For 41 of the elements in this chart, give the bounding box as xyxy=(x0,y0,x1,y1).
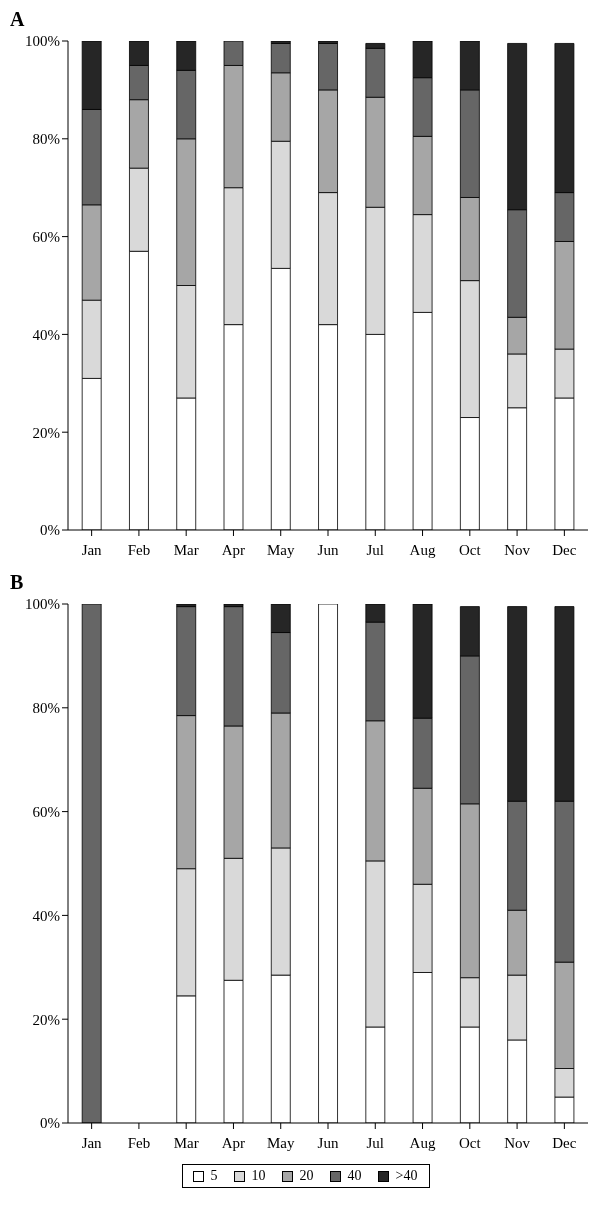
chart-title: A xyxy=(10,8,26,31)
x-tick-label: Dec xyxy=(552,1134,577,1151)
y-tick-label: 0% xyxy=(40,522,60,539)
x-tick-label: Apr xyxy=(221,1134,246,1151)
x-tick-label: May xyxy=(266,1134,295,1151)
legend-label: >40 xyxy=(394,1168,419,1184)
x-tick-label: Aug xyxy=(409,541,436,558)
legend-label: 5 xyxy=(209,1168,219,1184)
x-tick-label: Apr xyxy=(221,541,246,558)
x-tick-label: May xyxy=(266,541,295,558)
x-tick-label: Jun xyxy=(317,541,339,558)
x-tick-label: Jun xyxy=(317,1134,339,1151)
x-tick-label: Jul xyxy=(366,541,385,558)
x-tick-label: Dec xyxy=(552,541,577,558)
legend-label: 20 xyxy=(298,1168,315,1184)
x-tick-label: Oct xyxy=(458,1134,482,1151)
y-tick-label: 100% xyxy=(25,596,60,613)
y-tick-label: 0% xyxy=(40,1115,60,1132)
x-tick-label: Aug xyxy=(409,1134,436,1151)
x-tick-label: Jan xyxy=(81,1134,103,1151)
y-tick-label: 20% xyxy=(32,424,60,441)
x-tick-label: Feb xyxy=(127,541,151,558)
y-tick-label: 20% xyxy=(32,1011,60,1028)
chart-title: B xyxy=(10,571,25,594)
y-tick-label: 60% xyxy=(32,228,60,245)
y-tick-label: 80% xyxy=(32,131,60,148)
x-tick-label: Jan xyxy=(81,541,103,558)
legend-label: 40 xyxy=(346,1168,363,1184)
x-tick-label: Feb xyxy=(127,1134,151,1151)
legend-label: 10 xyxy=(250,1168,267,1184)
x-tick-label: Jul xyxy=(366,1134,385,1151)
y-tick-label: 40% xyxy=(32,907,60,924)
x-tick-label: Mar xyxy=(173,541,199,558)
y-tick-label: 40% xyxy=(32,326,60,343)
x-tick-label: Mar xyxy=(173,1134,199,1151)
x-tick-label: Nov xyxy=(504,541,531,558)
x-tick-label: Nov xyxy=(504,1134,531,1151)
x-tick-label: Oct xyxy=(458,541,482,558)
y-tick-label: 80% xyxy=(32,700,60,717)
y-tick-label: 100% xyxy=(25,33,60,50)
y-tick-label: 60% xyxy=(32,803,60,820)
